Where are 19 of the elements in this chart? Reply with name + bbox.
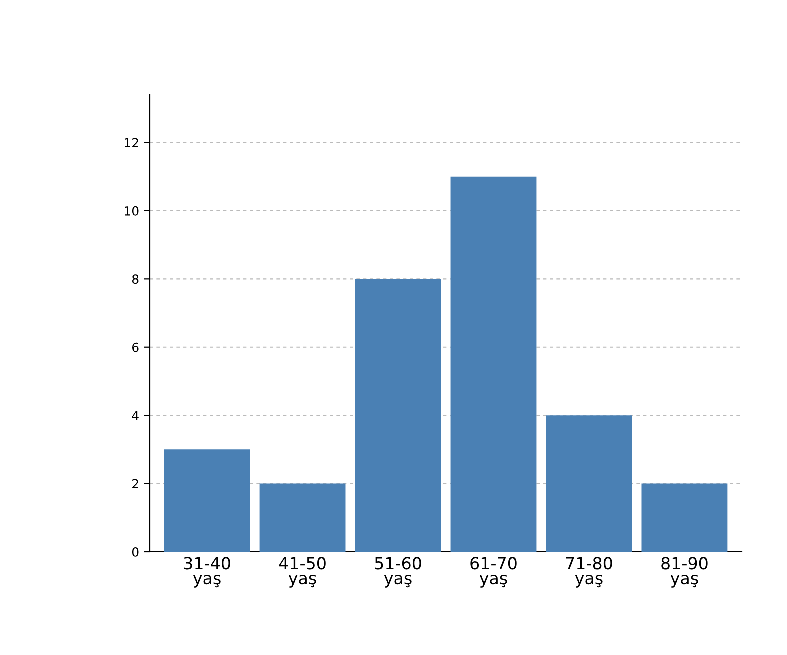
x-tick-label: 81-90 yaş (662, 557, 708, 588)
y-tick-label: 6 (132, 342, 139, 352)
y-tick-label: 4 (132, 411, 139, 420)
x-tick-label: 41-50 yaş (279, 557, 326, 588)
y-tick-label: 0 (132, 547, 139, 557)
bar (546, 416, 632, 552)
bar (642, 484, 728, 552)
y-tick-label: 10 (125, 206, 139, 216)
bar (450, 176, 537, 552)
y-tick-label: 8 (132, 274, 139, 284)
bar (355, 279, 442, 552)
x-tick-label: 71-80 yaş (566, 557, 612, 588)
y-tick-label: 12 (125, 138, 138, 148)
x-tick-label: 61-70 yaş (470, 557, 517, 588)
bar (260, 484, 346, 552)
y-tick-label: 2 (132, 479, 138, 489)
bar (164, 450, 250, 552)
x-tick-label: 31-40 yaş (184, 557, 230, 588)
x-tick-label: 51-60 yaş (375, 557, 422, 588)
